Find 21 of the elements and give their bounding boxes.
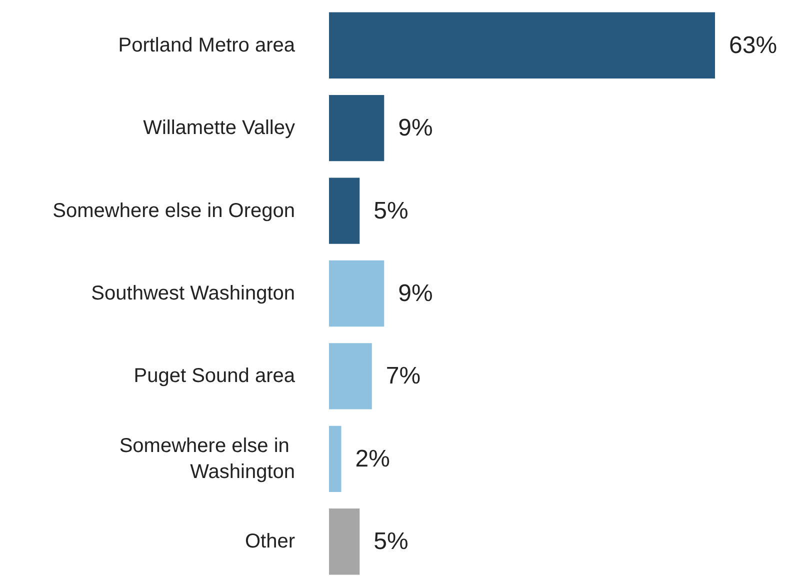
data-label: 5% xyxy=(374,197,408,224)
bar xyxy=(329,260,384,327)
y-tick-label: Willamette Valley xyxy=(143,117,295,140)
y-tick-label: Somewhere else in Washington xyxy=(119,434,295,483)
data-label: 63% xyxy=(729,32,778,59)
bar xyxy=(329,178,360,244)
y-tick-label: Puget Sound area xyxy=(134,365,296,388)
data-label: 9% xyxy=(398,280,433,307)
data-label: 2% xyxy=(355,445,390,472)
bar xyxy=(329,94,384,162)
data-label: 5% xyxy=(374,528,408,556)
data-label: 7% xyxy=(386,362,421,390)
bar xyxy=(329,12,715,78)
y-tick-label: Somewhere else in Oregon xyxy=(52,200,295,222)
bar xyxy=(329,343,372,410)
bar xyxy=(329,426,342,492)
data-label: 9% xyxy=(398,114,433,142)
y-tick-label: Portland Metro area xyxy=(118,34,296,56)
bar xyxy=(329,508,360,575)
y-tick-label: Other xyxy=(244,530,296,553)
y-tick-label: Southwest Washington xyxy=(91,282,295,304)
